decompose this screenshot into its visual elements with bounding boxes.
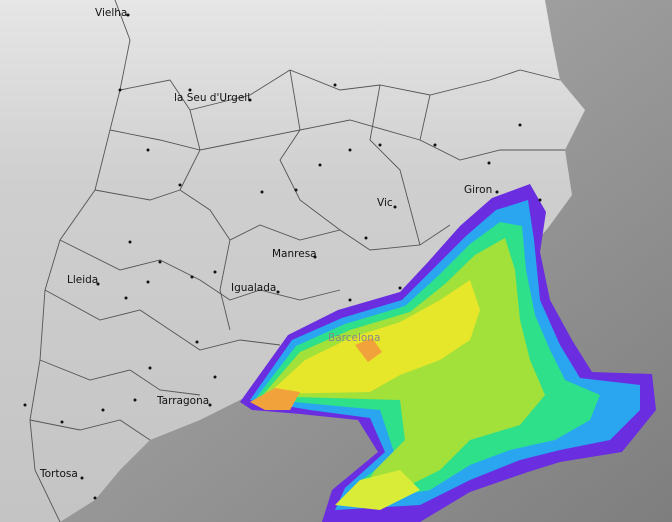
place-label: Manresa <box>272 248 317 260</box>
place-label: Giron <box>464 184 492 196</box>
place-label: Vielha <box>95 7 127 19</box>
place-label: Igualada <box>231 282 276 294</box>
land <box>0 0 585 522</box>
place-label: Tarragona <box>156 395 209 407</box>
town-dots <box>23 13 542 500</box>
radar-echo <box>240 184 656 522</box>
place-label: Vic <box>377 197 393 209</box>
place-labels: Vielha la Seu d'Urgell Giron Vic Manresa… <box>39 7 492 480</box>
county-borders <box>29 0 565 522</box>
place-label: la Seu d'Urgell <box>174 92 250 104</box>
place-label: Barcelona <box>328 332 380 344</box>
place-label: Tortosa <box>39 468 78 480</box>
place-label: Lleida <box>67 274 98 286</box>
